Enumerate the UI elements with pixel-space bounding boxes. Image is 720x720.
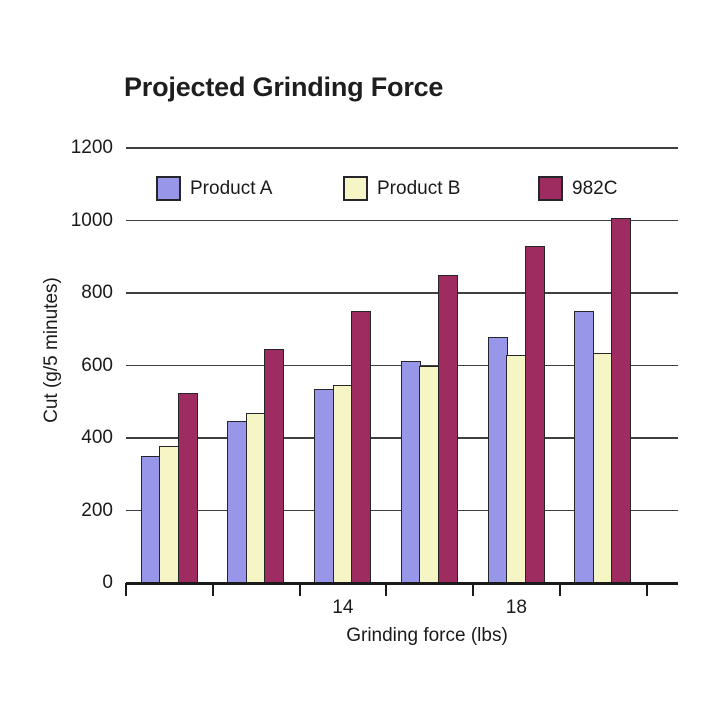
bar-product-a-group6 (574, 311, 595, 583)
bar-982c-group4 (437, 274, 458, 583)
x-axis-line (126, 582, 678, 585)
y-tick-label-200: 200 (81, 499, 113, 521)
y-axis-title: Cut (g/5 minutes) (41, 277, 62, 423)
bar-product-a-group5 (487, 336, 508, 583)
x-tick-3 (385, 583, 388, 596)
y-tick-label-600: 600 (81, 354, 113, 376)
x-tick-5 (558, 583, 561, 596)
bar-982c-group3 (351, 310, 371, 583)
bar-product-a-group2 (227, 421, 248, 583)
bar-product-b-group3 (332, 385, 353, 583)
x-tick-6 (645, 583, 648, 596)
legend-swatch-982c (538, 176, 563, 201)
legend-label-product-a: Product A (190, 178, 273, 199)
y-tick-label-400: 400 (81, 427, 113, 448)
x-tick-2 (298, 583, 301, 596)
legend-item-product-a: Product A (156, 176, 272, 201)
x-tick-0 (125, 583, 127, 596)
bar-982c-group6 (611, 217, 632, 583)
x-tick-label-14: 14 (332, 597, 354, 618)
gridline-1000 (126, 219, 678, 222)
legend-item-982c: 982C (538, 176, 617, 201)
y-tick-label-1000: 1000 (70, 209, 113, 231)
bar-product-a-group1 (140, 456, 161, 583)
legend-label-982c: 982C (572, 178, 618, 199)
chart-title: Projected Grinding Force (124, 72, 444, 102)
gridline-800 (126, 292, 678, 294)
bar-product-b-group1 (159, 445, 179, 583)
bar-product-a-group3 (314, 389, 334, 583)
bar-982c-group5 (524, 245, 545, 583)
bar-product-b-group4 (419, 366, 440, 583)
legend-label-product-b: Product B (377, 178, 461, 199)
bar-982c-group1 (177, 393, 198, 583)
x-tick-label-18: 18 (505, 597, 527, 618)
bar-982c-group2 (264, 349, 285, 583)
x-tick-1 (211, 583, 214, 596)
y-tick-label-0: 0 (102, 572, 113, 593)
gridline-1200 (126, 147, 678, 149)
x-tick-4 (472, 583, 474, 596)
bar-product-b-group5 (506, 355, 526, 583)
bar-product-b-group2 (245, 412, 266, 583)
legend-swatch-product-a (156, 176, 181, 201)
bar-product-a-group4 (400, 360, 421, 583)
y-tick-label-1200: 1200 (70, 137, 113, 158)
bar-product-b-group6 (592, 352, 613, 583)
legend-item-product-b: Product B (343, 176, 460, 201)
y-tick-label-800: 800 (81, 282, 113, 303)
legend-swatch-product-b (343, 176, 368, 201)
x-axis-title: Grinding force (lbs) (346, 625, 508, 646)
